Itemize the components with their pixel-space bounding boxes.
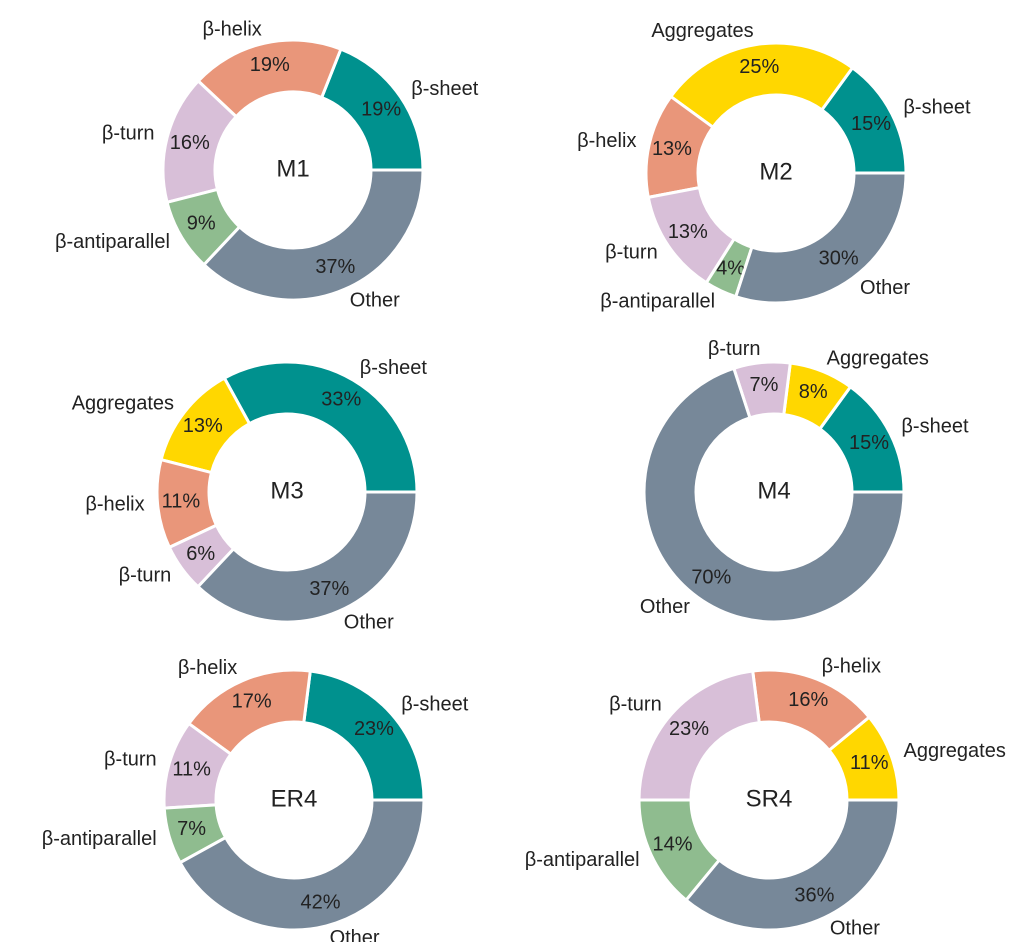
category-label: Other	[330, 927, 380, 942]
category-label: β-antiparallel	[42, 828, 157, 850]
value-label: 42%	[300, 892, 340, 914]
value-label: 23%	[354, 718, 394, 740]
category-label: β-turn	[102, 123, 155, 145]
category-label: β-turn	[605, 242, 658, 264]
value-label: 37%	[309, 578, 349, 600]
category-label: β-helix	[178, 657, 237, 679]
donut-slice	[178, 798, 426, 932]
value-label: 70%	[691, 567, 731, 589]
category-label: β-sheet	[360, 357, 428, 379]
value-label: 17%	[232, 690, 272, 712]
value-label: 4%	[716, 258, 745, 280]
category-label: β-helix	[577, 130, 636, 152]
value-label: 13%	[183, 415, 223, 437]
category-label: Other	[830, 918, 880, 940]
donut-slice	[684, 798, 901, 932]
category-label: β-sheet	[411, 78, 479, 100]
value-label: 15%	[849, 432, 889, 454]
donut-slice	[733, 171, 908, 305]
value-label: 9%	[187, 213, 216, 235]
donut-chart: 11% Aggregates 16% β-helix 23% β-turn 14% β-ant…	[525, 655, 1006, 939]
category-label: β-turn	[708, 338, 761, 360]
value-label: 37%	[315, 256, 355, 278]
value-label: 19%	[250, 54, 290, 76]
category-label: Aggregates	[827, 347, 929, 369]
value-label: 11%	[850, 752, 889, 774]
center-label: M4	[757, 477, 790, 504]
value-label: 33%	[321, 389, 361, 411]
category-label: β-antiparallel	[525, 849, 640, 871]
value-label: 7%	[177, 818, 206, 840]
center-label: ER4	[271, 785, 318, 812]
category-label: β-helix	[203, 19, 262, 41]
value-label: 16%	[170, 132, 210, 154]
value-label: 19%	[361, 98, 401, 120]
value-label: 13%	[652, 138, 692, 160]
value-label: 14%	[653, 834, 693, 856]
category-label: β-antiparallel	[600, 291, 715, 313]
value-label: 6%	[186, 543, 215, 565]
value-label: 36%	[794, 885, 834, 907]
value-label: 11%	[162, 490, 201, 512]
donut-chart: 33% β-sheet 13% Aggregates 11% β-helix 6% β-tur…	[72, 357, 428, 633]
donut-chart: 19% β-sheet 19% β-helix 16% β-turn 9% β-antipar…	[55, 19, 479, 312]
donut-slice	[201, 168, 425, 302]
category-label: β-helix	[822, 655, 881, 677]
donut-slice	[642, 366, 906, 624]
value-label: 8%	[799, 381, 828, 403]
value-label: 16%	[788, 689, 828, 711]
center-label: M3	[270, 477, 303, 504]
value-label: 11%	[172, 759, 211, 781]
center-label: M2	[759, 158, 792, 185]
donut-chart: 15% β-sheet 25% Aggregates 13% β-helix 13% β-tu…	[577, 20, 971, 313]
value-label: 25%	[739, 56, 779, 78]
center-label: SR4	[746, 785, 793, 812]
donut-slice	[222, 360, 419, 494]
category-label: β-turn	[119, 564, 172, 586]
donut-chart: 23% β-sheet 17% β-helix 11% β-turn 7% β-antipar…	[42, 657, 469, 942]
category-label: Aggregates	[904, 740, 1006, 762]
category-label: Other	[640, 596, 690, 618]
category-label: β-helix	[85, 494, 144, 516]
category-label: Aggregates	[651, 20, 753, 42]
donut-slice	[668, 41, 855, 130]
donut-slice	[195, 490, 419, 624]
value-label: 23%	[669, 718, 709, 740]
category-label: Other	[344, 612, 394, 634]
category-label: Other	[860, 277, 910, 299]
category-label: β-antiparallel	[55, 231, 170, 253]
category-label: β-turn	[609, 694, 662, 716]
value-label: 13%	[668, 221, 708, 243]
center-label: M1	[276, 155, 309, 182]
category-label: β-sheet	[401, 694, 469, 716]
category-label: Other	[350, 290, 400, 312]
category-label: β-sheet	[901, 415, 969, 437]
category-label: β-sheet	[903, 96, 971, 118]
category-label: Aggregates	[72, 393, 174, 415]
value-label: 30%	[819, 248, 859, 270]
donut-chart: 15% β-sheet 8% Aggregates 7% β-turn 70%Other M4	[640, 338, 969, 624]
value-label: 7%	[750, 374, 779, 396]
value-label: 15%	[851, 113, 891, 135]
category-label: β-turn	[104, 748, 157, 770]
